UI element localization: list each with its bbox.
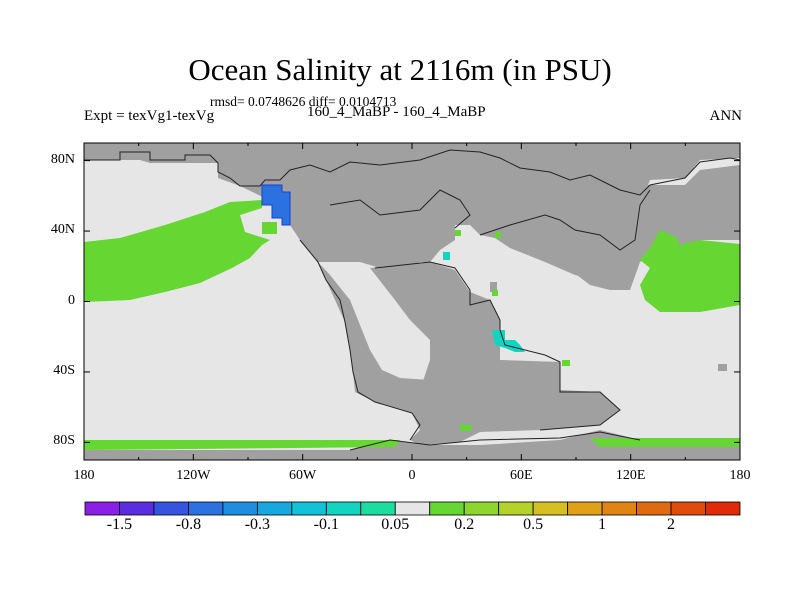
y-tick-label: 40S [53,362,75,378]
colorbar-label: 2 [667,516,676,533]
colorbar-label: 0.5 [523,516,544,533]
coastline-inland [329,189,471,229]
coastline-americas [299,239,421,441]
northeast-pacific-negative-region [261,184,291,226]
x-tick-label: 0 [408,468,416,483]
island [718,364,727,371]
colorbar-swatch [188,501,224,516]
colorbar-swatch [222,501,258,516]
colorbar-swatch [463,501,500,516]
colorbar-label: -1.5 [106,516,133,533]
southern-ocean-patch [460,425,472,431]
colorbar-swatch [84,501,120,516]
axis-ticks [83,143,741,460]
tethys-patch-south [492,290,498,296]
colorbar-swatch [705,501,741,516]
west-pacific-positive-region [640,230,740,312]
tethys-patch-north [455,230,461,236]
colorbar-swatch [636,501,672,516]
colorbar-label: 0.05 [381,516,410,533]
colorbar-swatch [153,501,189,516]
colorbar-swatch [532,501,569,516]
x-tick-label: 60W [289,468,317,483]
colorbar-swatch [601,501,637,516]
x-tick-label: 180 [73,468,95,483]
land-americas [298,240,480,445]
colorbar-label: 0.2 [454,516,475,533]
tethys-negative-patch [443,252,450,260]
pacific-positive-patch [262,222,277,234]
colorbar-swatch [119,501,155,516]
colorbar-swatch [256,501,293,516]
indian-ocean-patch [562,360,570,366]
colorbar-label: -0.3 [244,516,271,533]
coastline-asia [479,189,651,251]
colorbar-swatch [325,501,362,516]
colorbar-swatch [567,501,603,516]
tethys-patch-east [495,232,501,238]
colorbar [84,501,741,516]
y-tick-label: 80N [50,151,75,167]
coastline-layer [84,149,741,451]
southern-ocean-positive-region [84,440,400,450]
coastline-north [84,149,741,196]
y-tick-label: 40N [50,222,75,238]
colorbar-swatch [429,501,465,516]
southern-ocean-positive-region-east [590,438,740,447]
colorbar-label: 1 [598,516,607,533]
coastline-south [349,431,641,451]
colorbar-swatch [360,501,396,516]
anomaly-layer [84,184,740,450]
colorbar-label: -0.1 [313,516,339,533]
colorbar-swatch [498,501,534,516]
north-pacific-positive-region [84,200,270,302]
x-tick-label: 120W [176,468,211,483]
stats-label: rmsd= 0.0748626 diff= 0.0104713 [210,94,397,109]
season-label: ANN [709,108,743,124]
colorbar-label: -0.8 [175,516,202,533]
x-tick-label: 180 [729,468,751,483]
colorbar-swatch [291,501,327,516]
chart-title: Ocean Salinity at 2116m (in PSU) [188,52,612,87]
coastline-africa [374,261,621,431]
x-tick-label: 60E [510,468,533,483]
colorbar-swatch [394,501,431,516]
island [490,282,497,292]
land-africa [370,262,620,432]
land-asia-east [560,165,740,290]
y-tick-label: 80S [53,433,75,449]
x-tick-label: 120E [615,468,646,483]
colorbar-swatch [670,501,706,516]
land-south [84,430,740,460]
y-tick-label: 0 [68,292,75,308]
tethys-negative-region [492,330,525,352]
period-label: 160_4_MaBP - 160_4_MaBP [307,104,486,120]
experiment-label: Expt = texVg1-texVg [84,108,215,124]
